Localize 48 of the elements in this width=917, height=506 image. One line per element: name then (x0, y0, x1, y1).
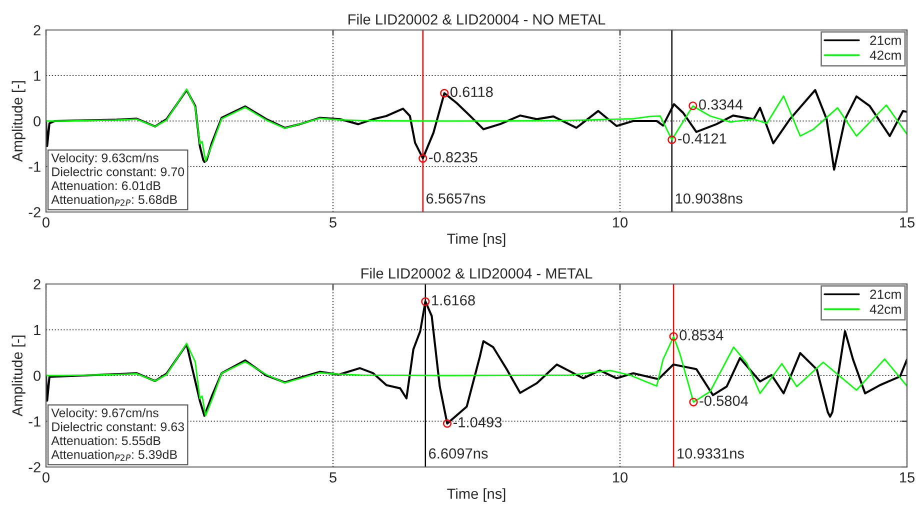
x-tick-label: 10 (613, 217, 628, 228)
data-label: 0.8534 (680, 330, 724, 340)
ref-line-label: 10.9038ns (676, 193, 742, 204)
x-tick-label: 0 (42, 472, 50, 483)
y-tick-label: 2 (34, 279, 40, 290)
chart-title: File LID20002 & LID20004 - NO METAL (348, 14, 606, 25)
y-tick-label: -1 (28, 416, 40, 427)
ref-line-label: 6.5657ns (426, 193, 486, 204)
x-axis-title: Time [ns] (447, 488, 506, 502)
x-axis-title: Time [ns] (447, 233, 506, 247)
chart-title: File LID20002 & LID20004 - METAL (362, 268, 592, 279)
data-label: -0.4121 (678, 133, 726, 144)
data-label: 0.6118 (450, 86, 493, 98)
ref-line-label: 6.6097ns (429, 448, 488, 459)
data-label: 1.6168 (432, 295, 475, 306)
data-label: -0.8235 (429, 152, 478, 162)
legend-label: 21cm (870, 290, 901, 299)
data-label: 0.3344 (699, 99, 743, 110)
legend-label: 42cm (870, 50, 901, 60)
x-tick-label: 10 (613, 472, 628, 483)
y-tick-label: 2 (34, 25, 40, 36)
annotation: Attenuation$_{P2P}$: 5.39dB (51, 450, 177, 461)
x-tick-label: 15 (900, 472, 914, 483)
y-tick-label: 0 (34, 116, 41, 126)
y-tick-label: -2 (28, 462, 40, 472)
ref-line-label: 10.9331ns (678, 448, 744, 459)
x-tick-label: 5 (330, 217, 336, 228)
legend-label: 21cm (870, 36, 901, 45)
annotation: Attenuation$_{P2P}$: 5.68dB (51, 194, 177, 206)
y-tick-label: 1 (34, 70, 40, 81)
y-tick-label: 0 (34, 370, 41, 381)
annotation: Attenuation: 5.55dB (51, 436, 160, 446)
annotation: Attenuation: 6.01dB (51, 180, 160, 190)
data-label: -0.5804 (700, 396, 748, 406)
y-axis-title: Amplitude [-] (12, 81, 26, 162)
y-tick-label: 1 (34, 325, 40, 336)
x-tick-label: 15 (900, 217, 914, 228)
annotation: Velocity: 9.67cm/ns (51, 408, 158, 420)
y-tick-label: -2 (28, 207, 40, 218)
annotation: Dielectric constant: 9.63 (52, 422, 184, 432)
x-tick-label: 0 (42, 217, 50, 228)
y-axis-title: Amplitude [-] (12, 336, 26, 416)
x-tick-label: 5 (330, 472, 336, 483)
annotation: Dielectric constant: 9.70 (52, 167, 184, 176)
legend-label: 42cm (870, 304, 901, 314)
y-tick-label: -1 (28, 162, 40, 172)
data-label: -1.0493 (453, 417, 502, 428)
annotation: Velocity: 9.63cm/ns (51, 153, 158, 165)
